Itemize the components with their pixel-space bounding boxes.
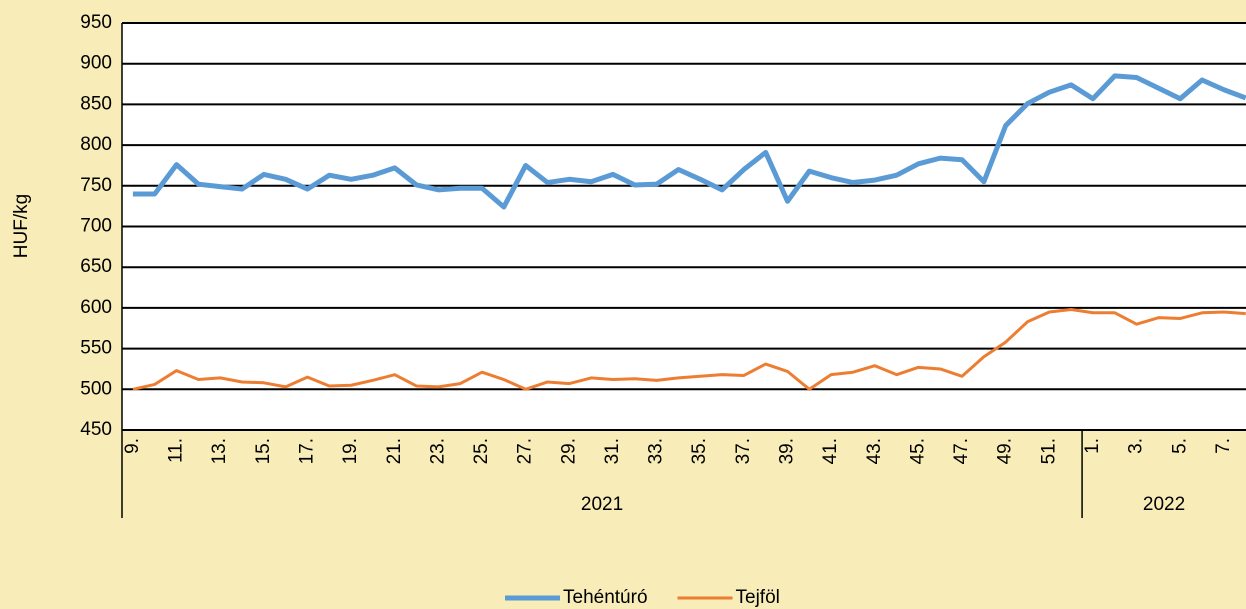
x-tick-label: 45.: [907, 438, 928, 464]
x-tick-label: 17.: [296, 438, 317, 464]
x-tick-label: 11.: [166, 438, 187, 463]
x-tick-label: 23.: [427, 438, 448, 464]
y-tick-label: 700: [80, 216, 112, 237]
x-tick-label: 3.: [1126, 438, 1147, 454]
y-tick-label: 850: [80, 93, 112, 114]
legend-label: Tehéntúró: [563, 587, 648, 608]
x-tick-label: 29.: [558, 438, 579, 464]
x-tick-label: 43.: [864, 438, 885, 464]
y-tick-label: 800: [80, 134, 112, 155]
legend-label: Tejföl: [736, 587, 780, 608]
x-tick-label: 19.: [340, 438, 361, 464]
x-tick-label: 27.: [515, 438, 536, 464]
series-line: [132, 73, 1246, 210]
x-tick-label: 39.: [777, 438, 798, 464]
x-tick-label: 41.: [820, 438, 841, 464]
x-tick-label: 15.: [253, 438, 274, 464]
series-line: [132, 308, 1246, 391]
x-tick-label: 7.: [1213, 438, 1234, 454]
y-tick-label: 950: [80, 12, 112, 33]
x-tick-label: 49.: [995, 438, 1016, 464]
y-tick-label: 550: [80, 338, 112, 359]
y-tick-label: 900: [80, 53, 112, 74]
x-tick-label: 37.: [733, 438, 754, 464]
group-label: 2022: [1143, 494, 1185, 515]
y-tick-label: 750: [80, 175, 112, 196]
x-tick-label: 47.: [951, 438, 972, 464]
x-tick-label: 9.: [122, 438, 143, 454]
x-tick-label: 51.: [1038, 438, 1059, 464]
x-tick-label: 5.: [1169, 438, 1190, 454]
x-tick-label: 21.: [384, 438, 405, 464]
x-tick-label: 35.: [689, 438, 710, 464]
y-tick-label: 650: [80, 256, 112, 277]
y-tick-label: 450: [80, 419, 112, 440]
x-tick-label: 25.: [471, 438, 492, 464]
x-tick-label: 13.: [209, 438, 230, 464]
x-tick-label: 1.: [1082, 438, 1103, 454]
x-tick-label: 31.: [602, 438, 623, 464]
x-tick-label: 33.: [646, 438, 667, 464]
y-tick-label: 500: [80, 378, 112, 399]
group-label: 2021: [581, 494, 623, 515]
y-axis-label: HUF/kg: [11, 194, 32, 258]
y-tick-label: 600: [80, 297, 112, 318]
